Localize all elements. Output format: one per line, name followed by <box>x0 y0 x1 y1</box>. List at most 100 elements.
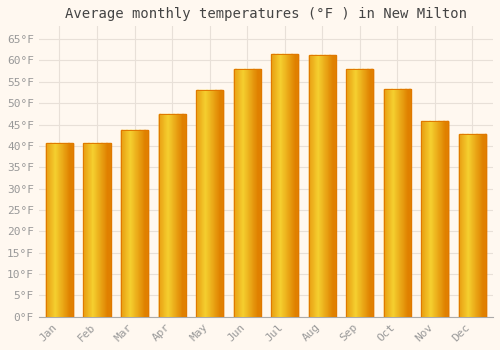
Bar <box>422 121 423 317</box>
Bar <box>160 114 161 317</box>
Bar <box>326 55 327 317</box>
Bar <box>273 54 274 317</box>
Bar <box>54 144 55 317</box>
Bar <box>88 144 89 317</box>
Bar <box>185 114 186 317</box>
Bar <box>295 54 296 317</box>
Bar <box>316 55 317 317</box>
Bar <box>475 134 476 317</box>
Bar <box>84 144 85 317</box>
Bar <box>92 144 93 317</box>
Bar <box>252 69 253 317</box>
Bar <box>479 134 480 317</box>
Bar <box>142 130 143 317</box>
Bar <box>322 55 323 317</box>
Bar <box>332 55 333 317</box>
Bar <box>351 69 352 317</box>
Bar <box>402 89 403 317</box>
Bar <box>286 54 287 317</box>
Bar <box>49 144 50 317</box>
Bar <box>60 144 61 317</box>
Bar <box>388 89 389 317</box>
Bar <box>67 144 68 317</box>
Bar <box>358 69 359 317</box>
Bar <box>325 55 326 317</box>
Bar <box>445 121 446 317</box>
Bar <box>402 89 404 317</box>
Bar <box>98 144 99 317</box>
Bar <box>366 69 367 317</box>
Bar <box>424 121 425 317</box>
Bar <box>208 90 209 317</box>
Bar <box>125 130 126 317</box>
Bar <box>282 54 283 317</box>
Bar <box>255 69 256 317</box>
Bar <box>46 144 47 317</box>
Bar <box>386 89 387 317</box>
Bar <box>398 89 399 317</box>
Bar <box>459 134 486 317</box>
Bar <box>236 69 237 317</box>
Bar <box>481 134 482 317</box>
Bar <box>179 114 180 317</box>
Bar <box>365 69 366 317</box>
Bar <box>170 114 172 317</box>
Bar <box>351 69 352 317</box>
Bar <box>147 130 148 317</box>
Bar <box>324 55 325 317</box>
Bar <box>432 121 433 317</box>
Bar <box>85 144 86 317</box>
Bar <box>55 144 56 317</box>
Bar <box>51 144 52 317</box>
Bar <box>443 121 444 317</box>
Bar <box>373 69 374 317</box>
Bar <box>429 121 430 317</box>
Bar <box>94 144 95 317</box>
Bar <box>291 54 292 317</box>
Bar <box>137 130 138 317</box>
Bar <box>128 130 129 317</box>
Bar <box>363 69 364 317</box>
Bar <box>276 54 277 317</box>
Bar <box>222 90 223 317</box>
Bar <box>331 55 332 317</box>
Bar <box>58 144 59 317</box>
Bar <box>384 89 411 317</box>
Bar <box>158 114 186 317</box>
Bar <box>430 121 431 317</box>
Bar <box>257 69 258 317</box>
Bar <box>407 89 408 317</box>
Bar <box>445 121 446 317</box>
Bar <box>347 69 348 317</box>
Bar <box>317 55 318 317</box>
Bar <box>407 89 408 317</box>
Bar <box>480 134 481 317</box>
Bar <box>251 69 252 317</box>
Bar <box>99 144 100 317</box>
Bar <box>356 69 357 317</box>
Bar <box>121 130 148 317</box>
Bar <box>483 134 484 317</box>
Bar <box>434 121 435 317</box>
Bar <box>437 121 438 317</box>
Bar <box>400 89 401 317</box>
Bar <box>172 114 173 317</box>
Bar <box>311 55 312 317</box>
Bar <box>249 69 250 317</box>
Bar <box>168 114 169 317</box>
Bar <box>293 54 294 317</box>
Bar <box>460 134 461 317</box>
Bar <box>433 121 434 317</box>
Bar <box>471 134 472 317</box>
Bar <box>392 89 393 317</box>
Bar <box>237 69 238 317</box>
Bar <box>346 69 347 317</box>
Bar <box>283 54 284 317</box>
Bar <box>459 134 460 317</box>
Bar <box>216 90 217 317</box>
Bar <box>385 89 386 317</box>
Bar <box>107 144 108 317</box>
Bar <box>220 90 221 317</box>
Bar <box>422 121 423 317</box>
Bar <box>284 54 285 317</box>
